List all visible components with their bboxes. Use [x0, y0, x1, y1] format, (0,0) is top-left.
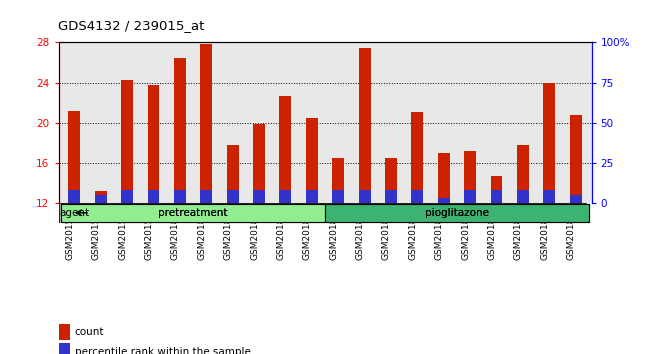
Bar [61, 204, 325, 222]
Bar [325, 204, 589, 222]
Bar [280, 190, 291, 202]
Bar [121, 190, 133, 202]
Text: pretreatment: pretreatment [159, 208, 228, 218]
Bar [306, 190, 318, 202]
Bar [570, 195, 582, 202]
Bar [332, 158, 344, 202]
Bar [411, 112, 423, 202]
Bar [385, 190, 397, 202]
Bar [61, 204, 325, 222]
Bar [332, 190, 344, 202]
Bar [174, 58, 186, 202]
Bar [517, 144, 529, 202]
Bar [148, 85, 159, 202]
Text: agent: agent [59, 208, 89, 218]
Bar [543, 190, 555, 202]
Bar [464, 190, 476, 202]
Bar [491, 176, 502, 202]
Text: pioglitazone: pioglitazone [425, 208, 489, 218]
Bar [517, 190, 529, 202]
Bar [570, 115, 582, 202]
Text: pioglitazone: pioglitazone [425, 208, 489, 218]
Text: pretreatment: pretreatment [159, 208, 228, 218]
Bar [227, 190, 239, 202]
Bar [174, 190, 186, 202]
Bar [253, 190, 265, 202]
Bar [385, 158, 397, 202]
Bar [543, 82, 555, 202]
Bar [68, 190, 80, 202]
Bar [200, 190, 212, 202]
Text: GDS4132 / 239015_at: GDS4132 / 239015_at [58, 19, 205, 32]
Bar [200, 45, 212, 202]
Bar [438, 198, 450, 202]
Bar [68, 110, 80, 202]
Bar [306, 118, 318, 202]
Bar [95, 195, 107, 202]
Bar [227, 144, 239, 202]
Text: count: count [75, 327, 104, 337]
Bar [438, 153, 450, 202]
Bar [359, 48, 370, 202]
Bar [253, 124, 265, 202]
Bar [325, 204, 589, 222]
Bar [121, 80, 133, 202]
Text: percentile rank within the sample: percentile rank within the sample [75, 347, 251, 354]
Bar [411, 190, 423, 202]
Bar [148, 190, 159, 202]
Bar [464, 150, 476, 202]
Bar [280, 96, 291, 202]
Bar [359, 190, 370, 202]
Bar [491, 190, 502, 202]
Bar [95, 190, 107, 202]
